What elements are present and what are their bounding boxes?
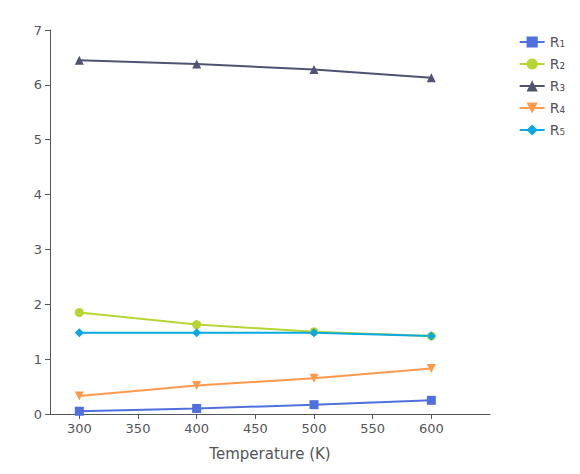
svg-text:R₂: R₂: [550, 56, 565, 72]
svg-text:6: 6: [34, 77, 42, 92]
svg-text:R₅: R₅: [550, 122, 565, 138]
svg-text:R₁: R₁: [550, 34, 565, 50]
svg-text:600: 600: [419, 421, 444, 436]
svg-text:500: 500: [302, 421, 327, 436]
svg-text:Temperature (K): Temperature (K): [208, 445, 330, 463]
svg-text:300: 300: [67, 421, 92, 436]
svg-text:4: 4: [34, 187, 42, 202]
svg-text:1: 1: [34, 352, 42, 367]
svg-text:0: 0: [34, 407, 42, 422]
svg-text:2: 2: [34, 297, 42, 312]
svg-text:R₃: R₃: [550, 78, 565, 94]
svg-text:550: 550: [360, 421, 385, 436]
svg-text:R₄: R₄: [550, 100, 566, 116]
svg-text:3: 3: [34, 242, 42, 257]
svg-text:7: 7: [34, 23, 42, 38]
svg-text:5: 5: [34, 132, 42, 147]
svg-text:450: 450: [243, 421, 268, 436]
svg-text:350: 350: [126, 421, 151, 436]
svg-text:400: 400: [184, 421, 209, 436]
